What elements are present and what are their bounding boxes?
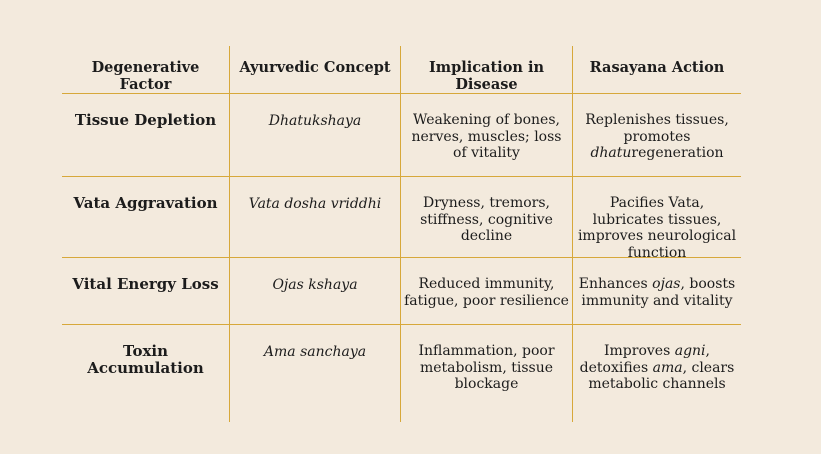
action-text: , clears metabolic channels — [588, 359, 735, 393]
action-text: Enhances — [578, 276, 653, 292]
action-term: ojas — [652, 276, 681, 292]
action-text: Improves — [604, 343, 675, 359]
action-text: , detoxifies — [579, 343, 710, 376]
concept-cell: Dhatukshaya — [230, 94, 401, 177]
rasayana-table: Degenerative Factor Ayurvedic Concept Im… — [62, 46, 741, 422]
factor-cell: Tissue Depletion — [62, 94, 230, 177]
factor-cell: Vata Aggravation — [62, 177, 230, 258]
header-ayurvedic-concept: Ayurvedic Concept — [230, 46, 401, 94]
header-rasayana-action: Rasayana Action — [573, 46, 741, 94]
header-implication-in-disease: Implication in Disease — [401, 46, 573, 94]
action-term: agni — [674, 343, 706, 359]
concept-cell: Ama sanchaya — [230, 325, 401, 422]
concept-cell: Ojas kshaya — [230, 258, 401, 325]
action-cell: Enhances ojas, boosts immunity and vital… — [573, 258, 741, 325]
action-text: Pacifies Vata, lubricates tissues, impro… — [577, 195, 737, 261]
factor-cell: Vital Energy Loss — [62, 258, 230, 325]
action-term: ama — [652, 359, 683, 376]
action-text: , boosts immunity and vitality — [581, 276, 736, 309]
action-term: dhatu — [590, 145, 632, 161]
implication-cell: Weakening of bones, nerves, muscles; los… — [401, 94, 573, 177]
action-text: regeneration — [631, 145, 724, 161]
header-degenerative-factor: Degenerative Factor — [62, 46, 230, 94]
concept-cell: Vata dosha vriddhi — [230, 177, 401, 258]
action-cell: Replenishes tissues, promotes dhaturegen… — [573, 94, 741, 177]
action-cell: Pacifies Vata, lubricates tissues, impro… — [573, 177, 741, 261]
implication-cell: Inflammation, poor metabolism, tissue bl… — [401, 325, 573, 422]
action-cell: Improves agni, detoxifies ama, clears me… — [573, 325, 741, 422]
implication-cell: Dryness, tremors, stiffness, cognitive d… — [401, 177, 573, 258]
factor-cell: Toxin Accumulation — [62, 325, 230, 422]
implication-cell: Reduced immunity, fatigue, poor resilien… — [401, 258, 573, 325]
action-text: Replenishes tissues, promotes — [585, 112, 729, 145]
